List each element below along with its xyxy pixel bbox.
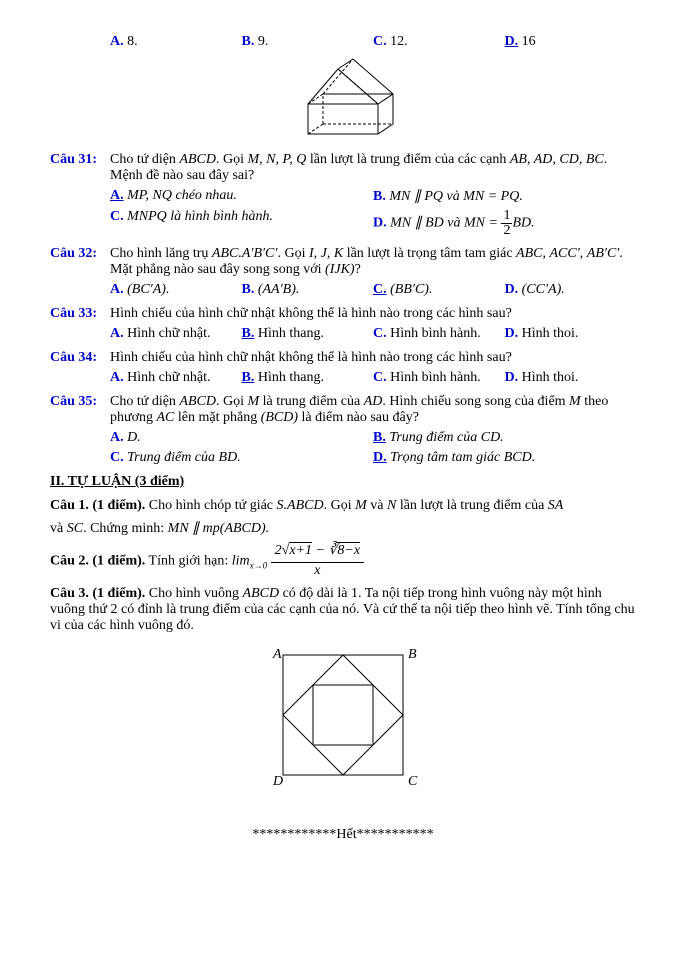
limit-expr: limx→0 2√x+1 − ∛8−x x (232, 543, 364, 580)
q33-b: B. Hình thang. (242, 326, 374, 342)
q35-a: A. D. (110, 430, 373, 446)
q32-d: D. (CC′A). (505, 282, 637, 298)
opt-a-val: 8. (127, 34, 138, 49)
q31-options-1: A. MP, NQ chéo nhau. B. MN ∥ PQ và MN = … (110, 188, 636, 205)
label-a: A (272, 647, 282, 662)
q33-d: D. Hình thoi. (505, 326, 637, 342)
opt-c-val: 12. (390, 34, 408, 49)
q34-text: Hình chiếu của hình chữ nhật không thể l… (110, 350, 636, 366)
question-33: Câu 33: Hình chiếu của hình chữ nhật khô… (50, 306, 636, 322)
section2-title: II. TỰ LUẬN (3 điểm) (50, 474, 636, 490)
q32-c: C. (BB′C). (373, 282, 505, 298)
q35-c: C. Trung điểm của BD. (110, 450, 373, 466)
opt-a: A. 8. (110, 34, 242, 50)
q33-a: A. Hình chữ nhật. (110, 326, 242, 342)
prism-figure (283, 54, 403, 144)
square-figure-container: A B C D (50, 640, 636, 815)
opt-b-val: 9. (258, 34, 269, 49)
opt-d: D. 16 (505, 34, 637, 50)
q33-options: A. Hình chữ nhật. B. Hình thang. C. Hình… (110, 326, 636, 342)
question-31: Câu 31: Cho tứ diện ABCD. Gọi M, N, P, Q… (50, 152, 636, 184)
q34-label: Câu 34: (50, 350, 110, 366)
q35-text: Cho tứ diện ABCD. Gọi M là trung điểm củ… (110, 394, 636, 426)
q33-c: C. Hình bình hành. (373, 326, 505, 342)
label-d: D (272, 774, 283, 789)
q34-b: B. Hình thang. (242, 370, 374, 386)
q32-text: Cho hình lăng trụ ABC.A′B′C′. Gọi I, J, … (110, 246, 636, 278)
label-c: C (408, 774, 418, 789)
q35-options-2: C. Trung điểm của BD. D. Trọng tâm tam g… (110, 450, 636, 466)
q34-options: A. Hình chữ nhật. B. Hình thang. C. Hình… (110, 370, 636, 386)
q34-c: C. Hình bình hành. (373, 370, 505, 386)
q32-options: A. (BC′A). B. (AA′B). C. (BB′C). D. (CC′… (110, 282, 636, 298)
opt-b: B. 9. (242, 34, 374, 50)
q31-options-2: C. MNPQ là hình bình hành. D. MN ∥ BD và… (110, 209, 636, 238)
q32-b: B. (AA′B). (242, 282, 374, 298)
q31-b: B. MN ∥ PQ và MN = PQ. (373, 188, 636, 205)
question-32: Câu 32: Cho hình lăng trụ ABC.A′B′C′. Gọ… (50, 246, 636, 278)
q35-d: D. Trọng tâm tam giác BCD. (373, 450, 636, 466)
q35-options-1: A. D. B. Trung điểm của CD. (110, 430, 636, 446)
opt-d-val: 16 (522, 34, 536, 49)
q35-b: B. Trung điểm của CD. (373, 430, 636, 446)
q31-text: Cho tứ diện ABCD. Gọi M, N, P, Q lần lượ… (110, 152, 636, 184)
q33-label: Câu 33: (50, 306, 110, 322)
q33-text: Hình chiếu của hình chữ nhật không thể l… (110, 306, 636, 322)
q31-label: Câu 31: (50, 152, 110, 184)
square-figure: A B C D (253, 640, 433, 810)
q31-c: C. MNPQ là hình bình hành. (110, 209, 373, 238)
q34-a: A. Hình chữ nhật. (110, 370, 242, 386)
q32-label: Câu 32: (50, 246, 110, 278)
q32-a: A. (BC′A). (110, 282, 242, 298)
top-options-row: A. 8. B. 9. C. 12. D. 16 (110, 34, 636, 50)
essay-3: Câu 3. (1 điểm). Cho hình vuông ABCD có … (50, 586, 636, 634)
footer: ************Hết*********** (50, 827, 636, 843)
essay-2: Câu 2. (1 điểm). Tính giới hạn: limx→0 2… (50, 543, 636, 580)
q31-a: A. MP, NQ chéo nhau. (110, 188, 373, 205)
essay-1: Câu 1. (1 điểm). Cho hình chóp tứ giác S… (50, 498, 636, 514)
q31-d: D. MN ∥ BD và MN = 12BD. (373, 209, 636, 238)
question-35: Câu 35: Cho tứ diện ABCD. Gọi M là trung… (50, 394, 636, 426)
essay-1b: và SC. Chứng minh: MN ∥ mp(ABCD). (50, 520, 636, 537)
question-34: Câu 34: Hình chiếu của hình chữ nhật khô… (50, 350, 636, 366)
label-b: B (408, 647, 417, 662)
opt-c: C. 12. (373, 34, 505, 50)
q35-label: Câu 35: (50, 394, 110, 426)
q34-d: D. Hình thoi. (505, 370, 637, 386)
